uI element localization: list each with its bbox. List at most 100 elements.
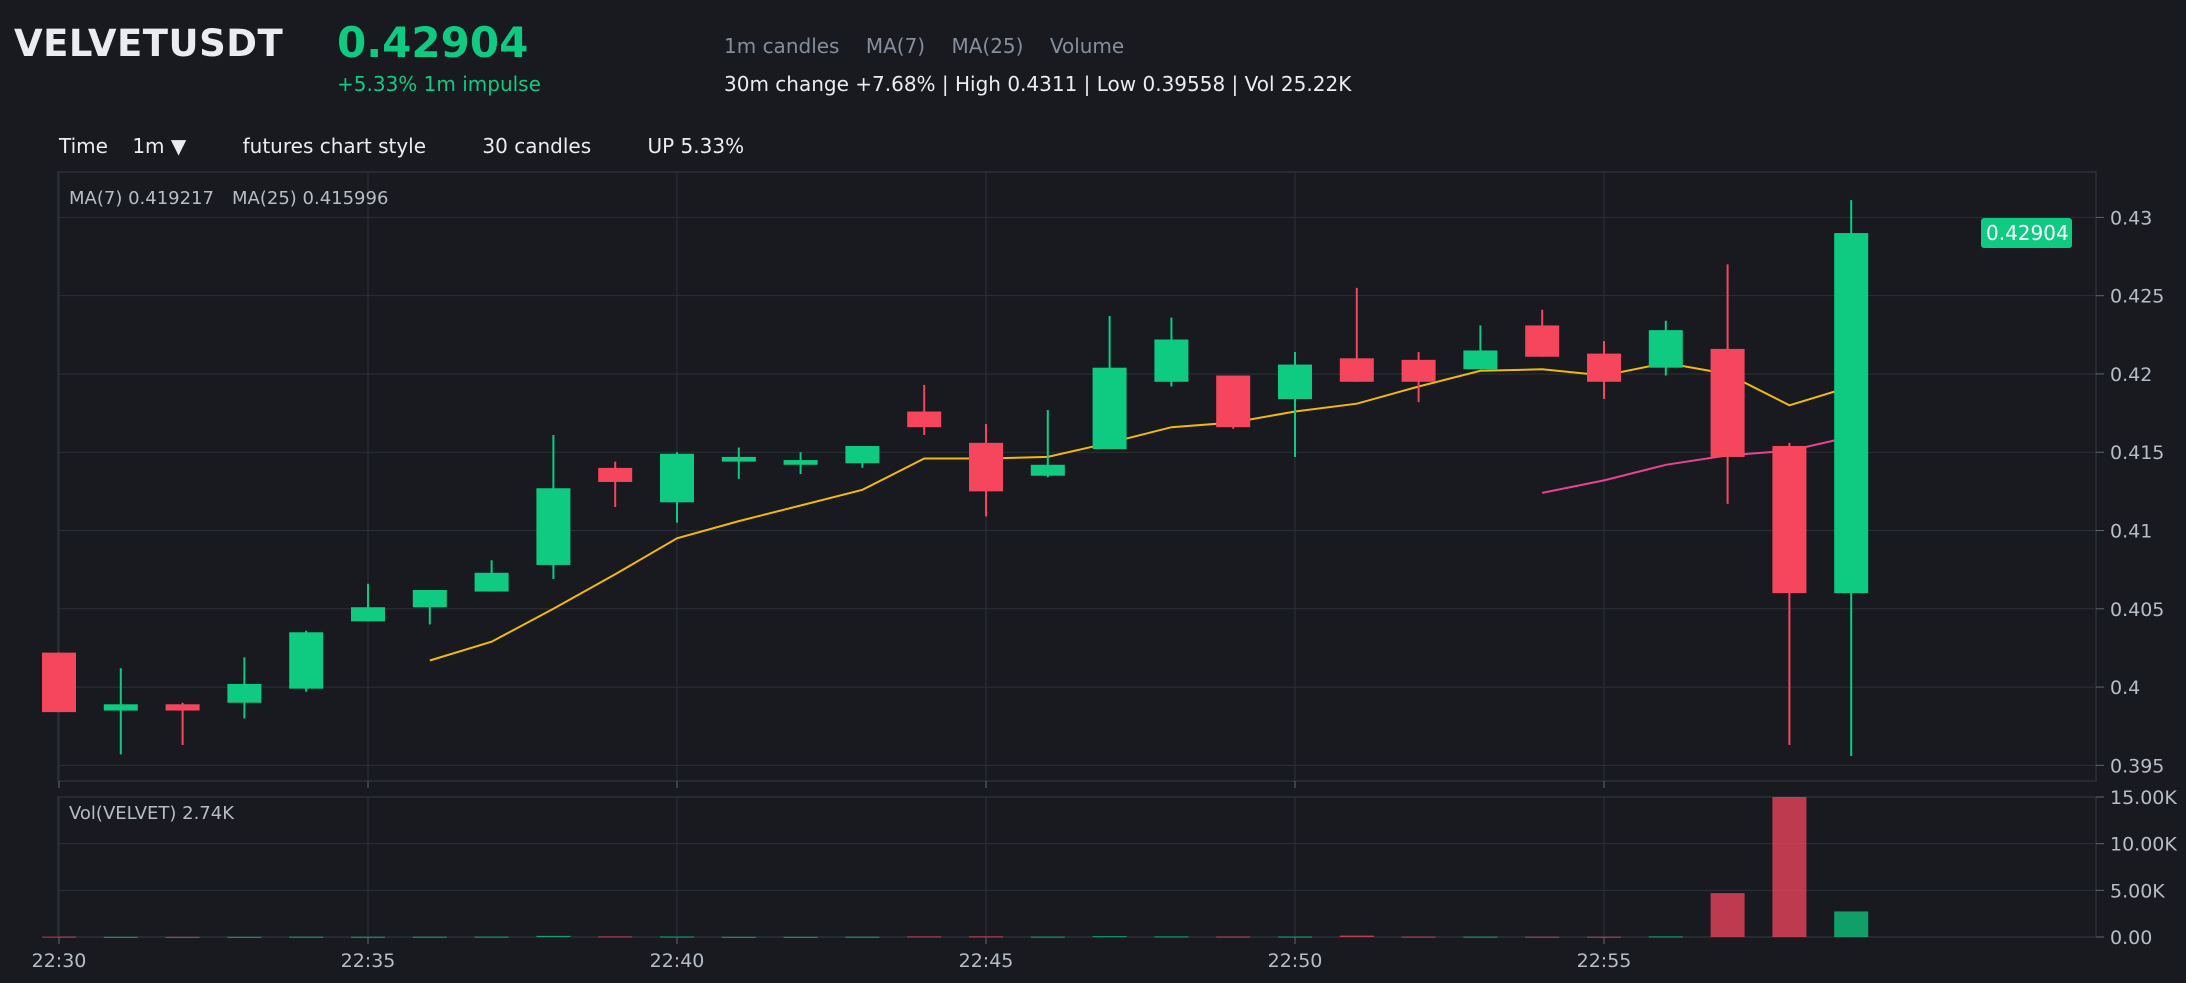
price-tick-label: 0.395 bbox=[2110, 755, 2164, 777]
time-tick-label: 22:35 bbox=[341, 950, 396, 972]
candle-body bbox=[536, 488, 571, 565]
ma-values-label: MA(7) 0.419217 bbox=[69, 188, 214, 209]
volume-bar bbox=[969, 936, 1003, 938]
volume-tick-label: 15.00K bbox=[2110, 787, 2177, 809]
moving-averages bbox=[429, 361, 1852, 662]
candle-body bbox=[1216, 375, 1251, 428]
candle-body bbox=[783, 460, 818, 465]
chart-legend: 1m candles MA(7) MA(25) Volume bbox=[724, 34, 1144, 58]
volume-bar bbox=[907, 936, 942, 938]
candle-body bbox=[660, 453, 694, 503]
price-tick-label: 0.41 bbox=[2110, 521, 2152, 543]
volume-bar bbox=[1834, 911, 1869, 937]
symbol-title: VELVETUSDT bbox=[14, 22, 284, 65]
volume-bar bbox=[412, 936, 447, 938]
price-tick-label: 0.4 bbox=[2110, 677, 2140, 699]
candle-body bbox=[474, 572, 509, 592]
candle-body bbox=[1154, 339, 1189, 382]
candle-body bbox=[598, 467, 633, 482]
candle-body bbox=[412, 590, 447, 608]
candle-body bbox=[1587, 353, 1621, 382]
candle-body bbox=[103, 704, 138, 711]
candle-body bbox=[907, 411, 942, 428]
volume-bar bbox=[536, 935, 571, 937]
price-tick-label: 0.425 bbox=[2110, 286, 2164, 308]
volume-bar bbox=[1030, 936, 1065, 938]
volume-bar bbox=[1772, 797, 1807, 937]
candle-body bbox=[845, 445, 880, 464]
impulse-change: +5.33% 1m impulse bbox=[337, 72, 541, 96]
volume-bar bbox=[227, 936, 262, 938]
volume-bar bbox=[103, 936, 138, 938]
candle-body bbox=[227, 683, 262, 703]
candle-body bbox=[351, 607, 385, 622]
chart-toolbar: Time 1m ▼ futures chart style 30 candles… bbox=[59, 134, 744, 158]
candle-body bbox=[1278, 364, 1312, 400]
interval-dropdown[interactable]: 1m ▼ bbox=[132, 134, 187, 158]
price-tag-text: 0.42904 bbox=[1986, 221, 2069, 245]
candle-body bbox=[165, 704, 200, 711]
volume-pane-label: Vol(VELVET) 2.74K bbox=[69, 803, 235, 824]
volume-bar bbox=[1216, 936, 1251, 938]
stats-summary: 30m change +7.68% | High 0.4311 | Low 0.… bbox=[724, 72, 1352, 96]
candle-body bbox=[289, 632, 324, 689]
ma7-line bbox=[429, 361, 1852, 662]
candle-body bbox=[1030, 464, 1065, 476]
volume-bar bbox=[474, 936, 509, 938]
last-price: 0.42904 bbox=[337, 18, 529, 67]
price-tick-label: 0.405 bbox=[2110, 599, 2164, 621]
direction-badge: UP 5.33% bbox=[647, 134, 745, 158]
candle-body bbox=[1772, 445, 1807, 594]
candle-body bbox=[1092, 367, 1127, 450]
volume-bar bbox=[1463, 936, 1498, 938]
volume-bar bbox=[1525, 936, 1560, 938]
time-tick-label: 22:50 bbox=[1268, 950, 1323, 972]
volume-bar bbox=[289, 936, 324, 938]
volume-bar bbox=[845, 936, 880, 938]
volume-bars bbox=[42, 797, 1869, 938]
axes: 0.43 0.425 0.42 0.415 0.41 0.405 0.4 0.395 15.00… bbox=[32, 207, 2178, 972]
volume-tick-label: 5.00K bbox=[2110, 880, 2165, 902]
legend-candles: 1m candles bbox=[724, 34, 840, 58]
ma25-values-label: MA(25) 0.415996 bbox=[232, 188, 388, 209]
candle-body bbox=[1834, 233, 1869, 594]
price-pane-frame bbox=[57, 171, 2097, 782]
candle-body bbox=[1463, 350, 1498, 370]
candle-body bbox=[1401, 359, 1436, 382]
volume-tick-label: 0.00 bbox=[2110, 927, 2152, 949]
volume-bar bbox=[783, 936, 818, 938]
chart-style-button[interactable]: futures chart style bbox=[242, 134, 427, 158]
candle-body bbox=[42, 652, 76, 713]
volume-bar bbox=[1092, 936, 1127, 938]
volume-bar bbox=[598, 936, 633, 938]
candle-body bbox=[1648, 330, 1683, 368]
volume-bar bbox=[1648, 936, 1683, 938]
volume-bar bbox=[1339, 935, 1374, 937]
time-tick-label: 22:45 bbox=[959, 950, 1014, 972]
legend-ma25: MA(25) bbox=[951, 34, 1024, 58]
candle-body bbox=[1710, 348, 1745, 457]
candles bbox=[42, 200, 1869, 756]
time-tick-label: 22:40 bbox=[650, 950, 705, 972]
volume-bar bbox=[1154, 936, 1189, 938]
time-tick-label: 22:30 bbox=[32, 950, 87, 972]
price-tick-label: 0.42 bbox=[2110, 364, 2152, 386]
price-tick-label: 0.43 bbox=[2110, 207, 2152, 229]
time-tick-label: 22:55 bbox=[1577, 950, 1632, 972]
candle-body bbox=[969, 442, 1003, 492]
volume-tick-label: 10.00K bbox=[2110, 834, 2177, 856]
volume-bar bbox=[721, 936, 756, 938]
price-tag: 0.42904 bbox=[1981, 218, 2072, 249]
legend-volume: Volume bbox=[1049, 34, 1125, 58]
volume-bar bbox=[1401, 936, 1436, 938]
candle-body bbox=[721, 456, 756, 462]
candle-body bbox=[1339, 358, 1374, 382]
candle-count-button[interactable]: 30 candles bbox=[482, 134, 592, 158]
time-label: Time bbox=[59, 134, 108, 158]
price-tick-label: 0.415 bbox=[2110, 442, 2164, 464]
volume-bar bbox=[165, 936, 200, 938]
volume-bar bbox=[1710, 893, 1745, 937]
candle-body bbox=[1525, 325, 1560, 357]
legend-ma7: MA(7) bbox=[865, 34, 926, 58]
